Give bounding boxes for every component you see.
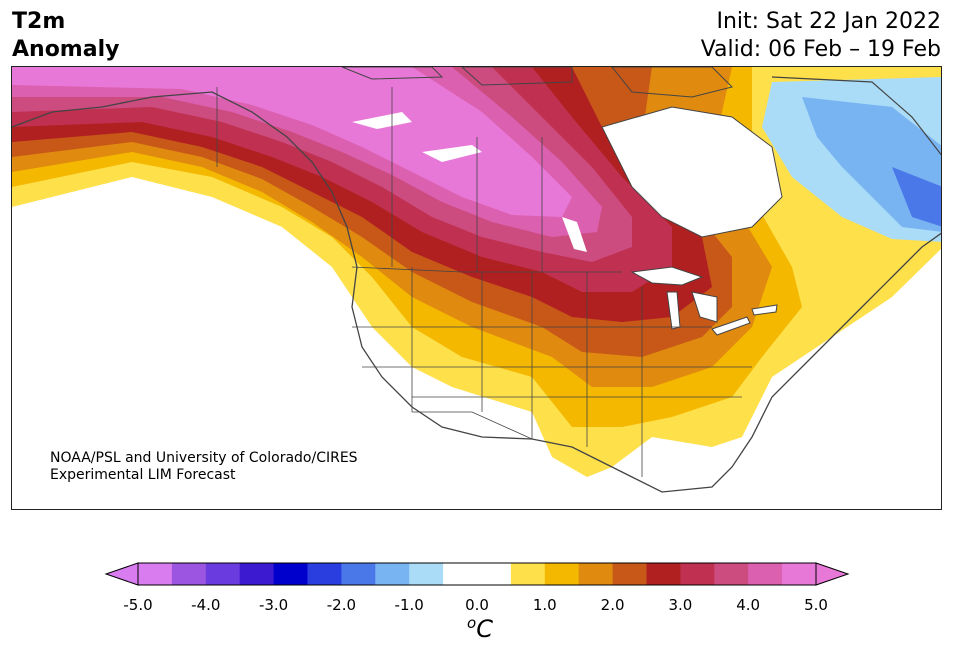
colorbar-tick: -1.0: [394, 596, 424, 614]
colorbar-over-arrow: [815, 562, 850, 586]
credit-line2: Experimental LIM Forecast: [50, 467, 236, 483]
colorbar-tick: 1.0: [532, 596, 557, 614]
lake-huron: [691, 291, 718, 323]
colorbar-segment: [239, 563, 275, 585]
colorbar-segment: [375, 563, 410, 585]
valid-range: Valid: 06 Feb – 19 Feb: [700, 37, 941, 62]
title-line1: T2m: [12, 9, 66, 34]
colorbar-tick: -5.0: [123, 596, 153, 614]
hudson-bay: [601, 106, 783, 238]
colorbar-tick: -2.0: [326, 596, 357, 614]
colorbar-tick: -4.0: [191, 596, 221, 614]
colorbar-tick: 4.0: [736, 596, 761, 614]
credit-line1: NOAA/PSL and University of Colorado/CIRE…: [50, 450, 358, 466]
title-line2: Anomaly: [12, 37, 120, 62]
coastline: [12, 91, 941, 493]
great-bear-lake: [352, 112, 412, 129]
anomaly-band-9: [12, 67, 572, 217]
colorbar-under-arrow: [104, 562, 139, 586]
colorbar-segment: [544, 563, 580, 585]
colorbar-segment: [307, 563, 342, 585]
colorbar-frame: [137, 562, 817, 586]
colorbar-segment: [510, 563, 546, 585]
great-lakes: [630, 266, 778, 336]
lake-ontario: [751, 304, 778, 316]
colorbar-segment: [578, 563, 614, 585]
colorbar-tick: 3.0: [668, 596, 693, 614]
colorbar-segment: [748, 563, 783, 585]
great-slave-lake: [422, 145, 482, 162]
cold-band-3: [892, 167, 941, 227]
colorbar-segment: [205, 563, 241, 585]
init-date: Init: Sat 22 Jan 2022: [716, 9, 941, 34]
colorbar-segment: [646, 563, 681, 585]
colorbar-segment: [409, 563, 444, 585]
colorbar-tick: 0.0: [465, 596, 489, 614]
colorbar-segment: [273, 563, 308, 585]
greenland-coast: [771, 76, 941, 156]
colorbar-segment: [714, 563, 749, 585]
unit-degree: o: [467, 614, 477, 632]
arctic-islands: [341, 67, 733, 98]
lake-erie: [711, 316, 751, 336]
colorbar-segment: [680, 563, 715, 585]
us-canada-border: [351, 266, 622, 273]
lake-superior: [630, 266, 704, 286]
colorbar-segment: [341, 563, 376, 585]
colorbar-segment: [477, 563, 512, 585]
colorbar-segments: [138, 563, 817, 585]
colorbar-tick: 5.0: [804, 596, 828, 614]
colorbar-segment: [782, 563, 817, 585]
cold-anomaly: [762, 77, 941, 242]
colorbar-segment: [443, 563, 478, 585]
map-title: T2m Anomaly: [12, 8, 119, 64]
colorbar-segment: [171, 563, 207, 585]
colorbar-unit: oC: [460, 614, 500, 643]
us-mexico-border: [412, 411, 533, 440]
borders: [216, 87, 752, 477]
colorbar-segment: [138, 563, 173, 585]
anomaly-map: NOAA/PSL and University of Colorado/CIRE…: [11, 66, 942, 510]
colorbar-tick: -3.0: [258, 596, 289, 614]
lake-winnipeg: [562, 217, 587, 252]
map-canvas: [12, 67, 941, 493]
unit-letter: C: [476, 615, 493, 643]
credit-text: NOAA/PSL and University of Colorado/CIRE…: [50, 450, 358, 484]
date-info: Init: Sat 22 Jan 2022 Valid: 06 Feb – 19…: [701, 8, 941, 64]
colorbar-segment: [612, 563, 647, 585]
colorbar-tick: 2.0: [600, 596, 625, 614]
